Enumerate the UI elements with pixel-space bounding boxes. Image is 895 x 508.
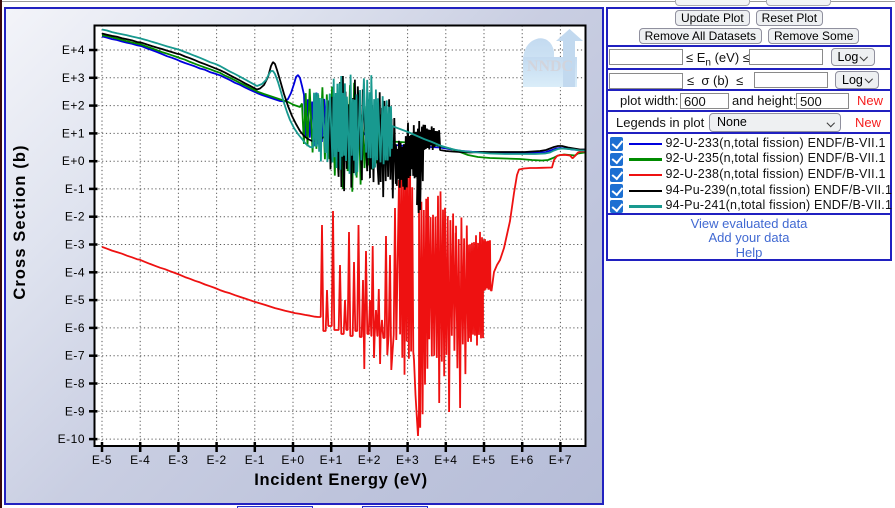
svg-text:E-4: E-4 (130, 453, 150, 467)
svg-text:E+0: E+0 (62, 154, 85, 168)
svg-text:E+2: E+2 (358, 453, 381, 467)
svg-text:E+4: E+4 (62, 43, 85, 57)
svg-text:E-3: E-3 (168, 453, 188, 467)
svg-text:E-8: E-8 (65, 377, 85, 391)
svg-text:E-2: E-2 (207, 453, 227, 467)
svg-text:E+5: E+5 (472, 453, 495, 467)
svg-text:E+2: E+2 (62, 99, 85, 113)
svg-text:E-5: E-5 (92, 453, 112, 467)
svg-text:E-4: E-4 (65, 265, 85, 279)
svg-text:E+7: E+7 (549, 453, 572, 467)
svg-text:Incident Energy (eV): Incident Energy (eV) (254, 471, 428, 489)
svg-text:E-10: E-10 (58, 432, 85, 446)
svg-text:E+1: E+1 (320, 453, 343, 467)
svg-text:E+4: E+4 (434, 453, 457, 467)
svg-text:E-6: E-6 (65, 321, 85, 335)
svg-text:E-3: E-3 (65, 238, 85, 252)
svg-text:E+0: E+0 (281, 453, 304, 467)
svg-text:E-7: E-7 (65, 349, 85, 363)
svg-text:E+6: E+6 (511, 453, 534, 467)
svg-text:E-5: E-5 (65, 293, 85, 307)
svg-text:NNDC: NNDC (527, 58, 573, 75)
svg-text:E+1: E+1 (62, 126, 85, 140)
svg-text:E+3: E+3 (396, 453, 419, 467)
svg-text:E-2: E-2 (65, 210, 85, 224)
svg-text:E+3: E+3 (62, 71, 85, 85)
svg-text:E-1: E-1 (245, 453, 265, 467)
svg-text:E-1: E-1 (65, 182, 85, 196)
svg-text:E-9: E-9 (65, 404, 85, 418)
svg-text:Cross Section (b): Cross Section (b) (11, 144, 29, 299)
